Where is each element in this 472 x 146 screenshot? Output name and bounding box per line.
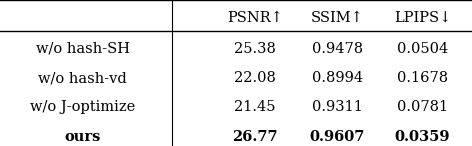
Text: LPIPS↓: LPIPS↓ — [394, 11, 451, 25]
Text: PSNR↑: PSNR↑ — [227, 11, 283, 25]
Text: 0.1678: 0.1678 — [397, 71, 448, 85]
Text: 0.9607: 0.9607 — [310, 130, 365, 144]
Text: w/o J-optimize: w/o J-optimize — [30, 100, 135, 114]
Text: 0.9478: 0.9478 — [312, 42, 363, 56]
Text: 26.77: 26.77 — [232, 130, 278, 144]
Text: 22.08: 22.08 — [234, 71, 276, 85]
Text: 0.0504: 0.0504 — [397, 42, 448, 56]
Text: SSIM↑: SSIM↑ — [311, 11, 364, 25]
Text: 25.38: 25.38 — [234, 42, 276, 56]
Text: ours: ours — [64, 130, 101, 144]
Text: 0.0781: 0.0781 — [397, 100, 448, 114]
Text: w/o hash-SH: w/o hash-SH — [35, 42, 130, 56]
Text: 21.45: 21.45 — [234, 100, 276, 114]
Text: 0.0359: 0.0359 — [395, 130, 450, 144]
Text: 0.8994: 0.8994 — [312, 71, 363, 85]
Text: 0.9311: 0.9311 — [312, 100, 363, 114]
Text: w/o hash-vd: w/o hash-vd — [38, 71, 127, 85]
